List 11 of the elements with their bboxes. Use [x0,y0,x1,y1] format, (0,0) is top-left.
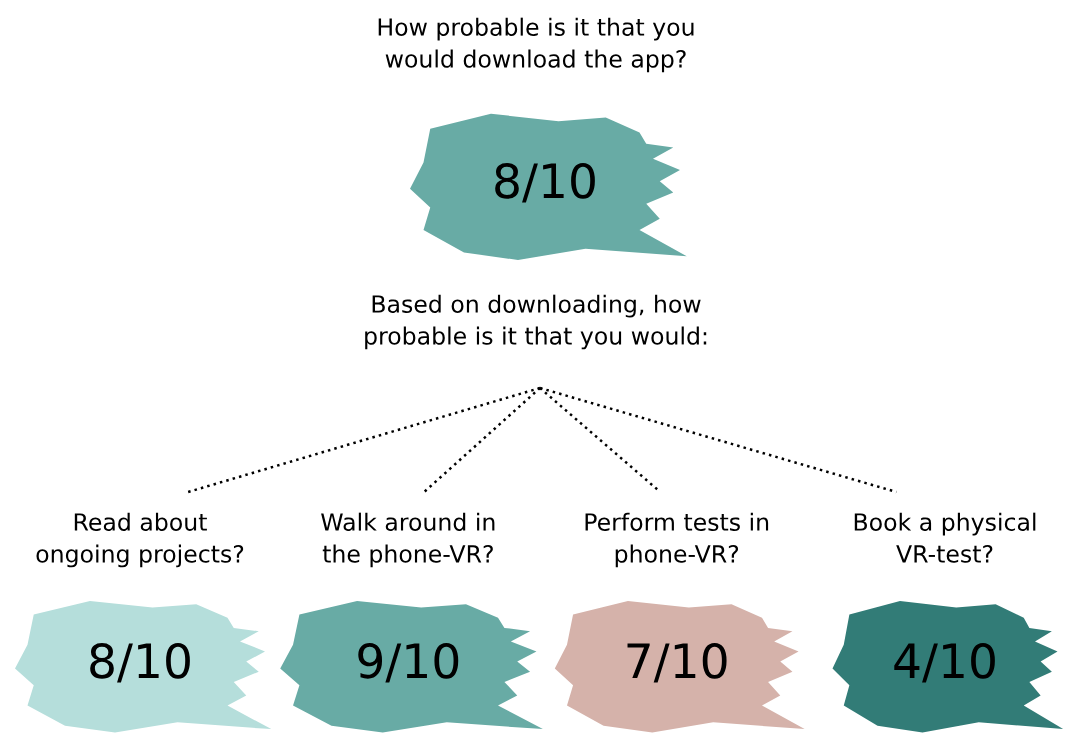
data-label: 7/10 [627,642,727,683]
category-label: Read about ongoing projects? [36,512,244,568]
text: Based on downloading, how probable is it that you would: [365,294,707,350]
text: How probable is it that you would download the app? [378,17,694,73]
data-label: 9/10 [358,642,459,683]
category-label: Book a physical VR-test? [854,512,1036,563]
category-label: Walk around in the phone-VR? [321,512,495,568]
data-label: 4/10 [894,642,995,683]
data-label: 8/10 [495,162,595,203]
data-label: 8/10 [90,642,190,683]
category-label: Perform tests in phone-VR? [585,512,769,568]
